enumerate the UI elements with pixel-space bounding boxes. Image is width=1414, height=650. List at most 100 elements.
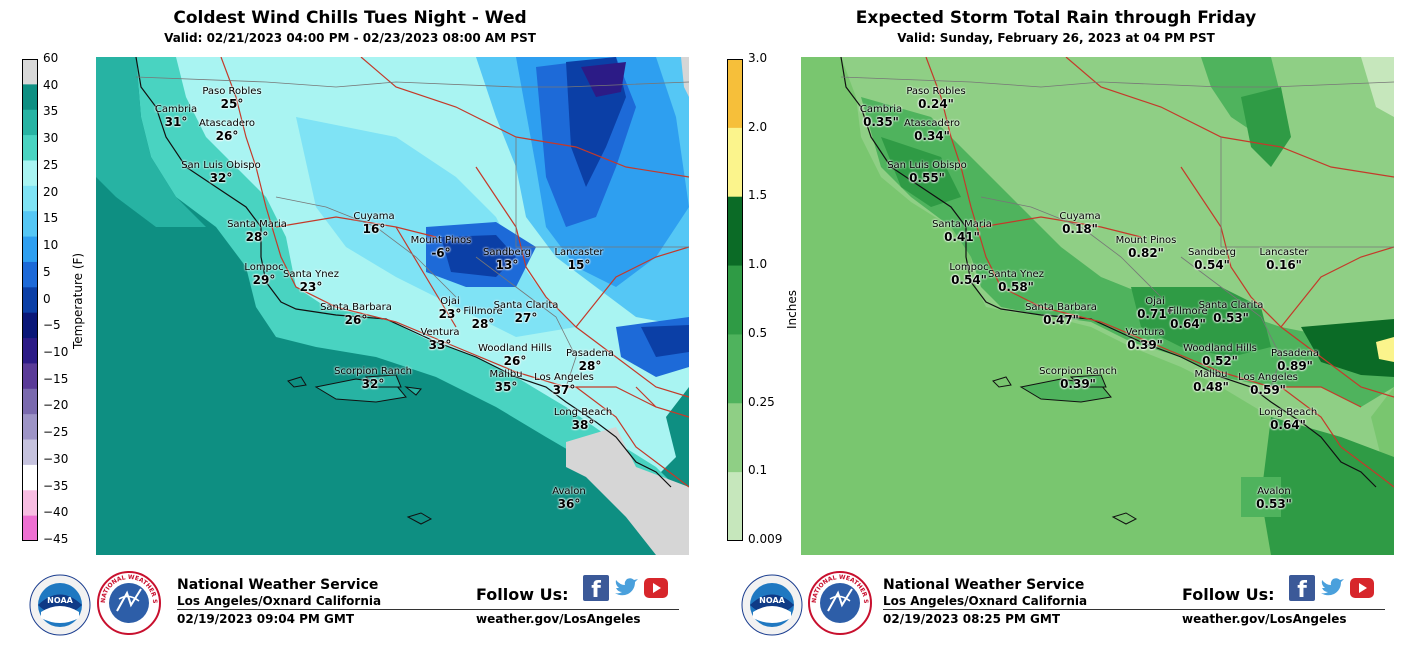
place-name: Los Angeles [1238,372,1298,383]
colorbar-tick-label: 0.25 [748,394,775,409]
colorbar-tick-label: 30 [43,131,59,146]
catalina-rain [1241,477,1281,517]
place-marker: Lancaster 15° [554,247,603,272]
rainfall-colorbar [727,59,743,541]
colorbar-tick-label: −35 [43,478,69,493]
place-value: 35° [494,379,518,394]
place-marker: Santa Maria 0.41" [932,219,992,244]
place-marker: Malibu 0.48" [1193,369,1229,394]
colorbar-tick-label: −30 [43,451,69,466]
place-marker: Paso Robles 25° [202,86,261,111]
colorbar-band [727,127,743,198]
footer-office-name: Los Angeles/Oxnard California [883,594,1088,608]
place-marker: Fillmore 28° [463,306,502,331]
place-value: 0.24" [918,96,954,111]
place-name: Atascadero [198,118,256,129]
place-name: Lancaster [1259,247,1309,258]
catalina-island [1111,512,1138,525]
highway-405 [1280,386,1394,488]
place-value: 0.64" [1270,417,1306,432]
place-value: 0.52" [1202,353,1238,368]
place-marker: Mount Pinos -6° [411,235,472,260]
highway-5 [475,166,689,398]
colorbar-tick-label: −45 [43,532,69,546]
anacapa-island [404,386,422,396]
nws-logo: NATIONAL WEATHER SERVICE [808,571,872,635]
colorbar-band [22,388,38,415]
colorbar-tick-label: 0 [43,291,51,306]
place-value: 0.53" [1256,496,1292,511]
facebook-icon[interactable]: f [1289,575,1315,601]
colorbar-band [727,334,743,404]
south-coast-rain [1261,417,1394,555]
place-value: 23° [438,306,462,321]
san-nicolas-island [287,376,307,388]
colorbar-tick-label: 25 [43,157,59,172]
colorbar-band [727,265,743,335]
highway-405 [575,386,689,488]
place-name: Sandberg [483,247,531,258]
colorbar-tick-label: 60 [43,51,59,65]
footer-website-link[interactable]: weather.gov/LosAngeles [476,612,641,626]
footer-rule [177,609,679,610]
colorbar-tick-label: 3.0 [748,51,768,65]
facebook-icon[interactable]: f [583,575,609,601]
place-marker: Los Angeles 0.59" [1238,372,1298,397]
place-name: Cambria [154,104,198,115]
twitter-icon[interactable] [613,575,639,601]
colorbar-band [22,84,38,111]
no-data-east [681,57,689,97]
place-value: 0.39" [1127,337,1163,352]
footer-website-link[interactable]: weather.gov/LosAngeles [1182,612,1347,626]
place-name: Sandberg [1188,247,1236,258]
place-marker: Ventura 0.39" [1125,327,1164,352]
place-marker: Pasadena 28° [566,348,614,373]
place-value: 0.54" [951,272,987,287]
place-value: 26° [215,128,239,143]
coastal-dark-band [96,57,206,227]
youtube-icon[interactable] [1349,575,1375,601]
place-value: 33° [428,337,452,352]
footer-rule [883,609,1385,610]
colorbar-border [22,59,38,541]
place-value: 32° [361,376,385,391]
place-value: 23° [299,279,323,294]
colorbar-tick-label: 40 [43,77,59,92]
place-name: Scorpion Ranch [1039,366,1117,377]
place-marker: Avalon 36° [552,486,586,511]
youtube-icon[interactable] [643,575,669,601]
colorbar-tick-label: 0.009 [748,532,783,546]
place-name: Santa Barbara [1025,302,1097,313]
santa-rosa-island [364,374,402,388]
colorbar-band [727,403,743,473]
place-value: 28° [471,316,495,331]
colorbar-tick-label: 1.0 [748,257,768,272]
place-name: Long Beach [553,407,613,418]
place-value: 0.71" [1137,306,1173,321]
colorbar-band [22,338,38,364]
santa-rosa-island [1069,374,1107,388]
colorbar-band [22,414,38,441]
place-value: 25° [220,96,244,111]
colorbar-band [22,464,38,491]
county-boundaries [840,76,1394,388]
place-value: -6° [431,245,451,260]
place-name: Ventura [1125,327,1165,338]
rainfall-colorbar-label: Inches [785,290,799,329]
place-name: Cuyama [353,211,395,222]
twitter-icon[interactable] [1319,575,1345,601]
footer-follow-label: Follow Us: [1182,585,1275,604]
place-marker: Sandberg 13° [483,247,531,272]
place-name: Pasadena [565,348,615,359]
place-name: Ojai [440,296,460,307]
colorbar-band [22,363,38,390]
colorbar-band [727,196,743,267]
colorbar-band [22,236,38,263]
place-name: Lompoc [949,262,989,273]
place-name: San Luis Obispo [181,160,261,171]
colorbar-tick-label: 0.1 [748,463,768,478]
place-marker: Santa Ynez 23° [283,269,339,294]
place-marker: San Luis Obispo 32° [181,160,261,185]
place-marker: Scorpion Ranch 0.39" [1039,366,1117,391]
place-marker: Lompoc 29° [244,262,283,287]
